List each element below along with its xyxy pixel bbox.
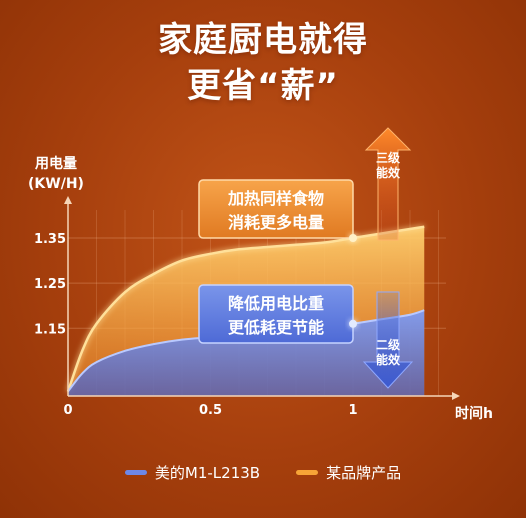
- down-arrow: 二级 能效: [362, 291, 414, 389]
- y-tick-label: 1.15: [34, 322, 66, 337]
- chart-legend: 美的M1-L213B 某品牌产品: [0, 462, 526, 483]
- y-axis-arrow-icon: [64, 196, 72, 204]
- blue-callout: 降低用电比重 更低耗更节能: [198, 284, 354, 344]
- y-tick-label: 1.25: [34, 277, 66, 292]
- y-axis-label: 用电量: [35, 155, 77, 172]
- legend-swatch-blue: [124, 470, 147, 475]
- orange-callout-line-1: 加热同样食物: [227, 189, 324, 208]
- legend-label-other-brand: 某品牌产品: [326, 464, 402, 482]
- blue-callout-line-1: 降低用电比重: [228, 294, 324, 313]
- legend-item-midea: 美的M1-L213B: [124, 462, 261, 483]
- up-arrow-label-line-1: 三级: [376, 150, 400, 165]
- legend-swatch-orange: [296, 470, 319, 475]
- orange-callout: 加热同样食物 消耗更多电量: [198, 179, 354, 239]
- highlight-point-orange: [349, 234, 357, 242]
- blue-callout-line-2: 更低耗更节能: [228, 318, 324, 337]
- series-line-orange: [66, 225, 425, 392]
- y-axis-unit: (KW/H): [28, 176, 84, 192]
- tick-labels: 1.15 1.25 1.35 0 0.5 1: [34, 232, 358, 418]
- headline-line-1: 家庭厨电就得: [158, 20, 368, 60]
- x-axis-arrow-icon: [452, 392, 460, 400]
- y-tick-label: 1.35: [34, 232, 66, 247]
- x-tick-label: 0: [63, 403, 72, 418]
- highlight-point-blue: [349, 319, 357, 328]
- down-arrow-label-line-1: 二级: [376, 337, 400, 352]
- orange-callout-line-2: 消耗更多电量: [228, 213, 324, 232]
- down-arrow-label-line-2: 能效: [376, 352, 401, 367]
- legend-item-other-brand: 某品牌产品: [296, 462, 401, 483]
- up-arrow-label-line-2: 能效: [376, 165, 401, 180]
- x-tick-label: 1: [348, 403, 357, 418]
- legend-label-midea: 美的M1-L213B: [154, 464, 261, 482]
- up-arrow: 三级 能效: [364, 127, 412, 241]
- x-tick-label: 0.5: [199, 403, 222, 418]
- headline-line-2: 更省“薪”: [187, 66, 339, 106]
- x-axis-label: 时间h: [455, 405, 493, 422]
